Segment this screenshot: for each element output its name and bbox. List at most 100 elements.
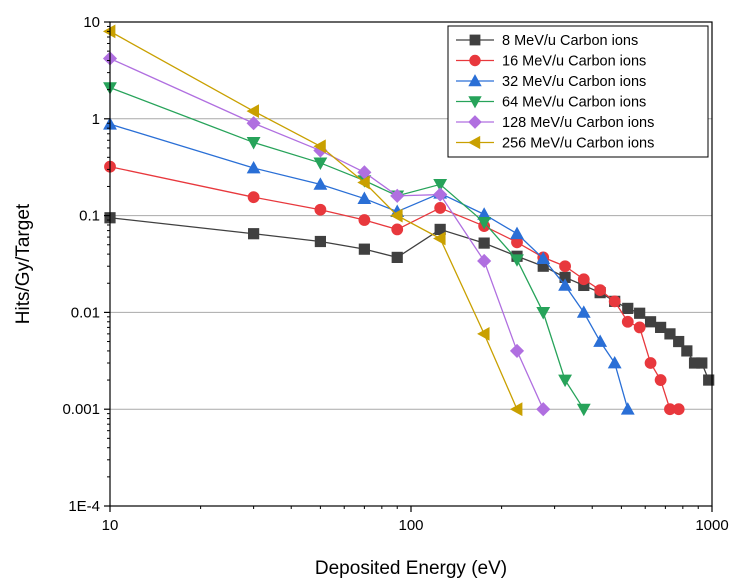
- y-tick-label: 1: [92, 111, 100, 128]
- data-point: [536, 251, 551, 264]
- data-point: [510, 254, 524, 267]
- data-point: [391, 223, 404, 236]
- legend-label: 32 MeV/u Carbon ions: [502, 74, 646, 90]
- data-point: [246, 116, 261, 131]
- data-point: [559, 260, 571, 273]
- data-point: [593, 334, 608, 347]
- data-point: [634, 307, 646, 319]
- legend-marker: [468, 96, 482, 109]
- legend-marker: [469, 34, 481, 46]
- data-point: [358, 214, 371, 226]
- data-point: [477, 326, 490, 341]
- data-point: [672, 403, 685, 416]
- legend-label: 16 MeV/u Carbon ions: [502, 54, 646, 70]
- data-point: [594, 284, 607, 296]
- data-point: [313, 139, 326, 154]
- data-point: [433, 179, 448, 192]
- data-point: [314, 203, 327, 216]
- data-point: [509, 343, 525, 358]
- grid: [110, 118, 712, 410]
- data-point: [558, 374, 572, 388]
- legend-marker: [468, 135, 481, 150]
- data-point: [536, 402, 551, 417]
- series-1: [104, 212, 715, 386]
- data-point: [390, 188, 405, 203]
- x-tick-label: 1000: [695, 517, 728, 534]
- legend-item: 8 MeV/u Carbon ions: [456, 33, 638, 49]
- data-point: [607, 355, 622, 369]
- data-point: [621, 315, 634, 328]
- series-6: [102, 24, 523, 417]
- data-point: [433, 231, 446, 246]
- data-point: [654, 374, 667, 386]
- series-line: [109, 30, 518, 410]
- x-axis-title: Deposited Energy (eV): [315, 558, 507, 579]
- series-5: [102, 51, 551, 417]
- data-point: [576, 403, 591, 417]
- data-point: [633, 321, 646, 334]
- legend-item: 256 MeV/u Carbon ions: [456, 136, 654, 152]
- data-point: [644, 357, 657, 369]
- legend-item: 128 MeV/u Carbon ions: [456, 115, 654, 131]
- data-point: [703, 374, 715, 386]
- legend-label: 256 MeV/u Carbon ions: [502, 136, 654, 152]
- legend-marker: [468, 115, 482, 129]
- data-point: [246, 160, 261, 174]
- y-tick-label: 0.01: [71, 304, 100, 321]
- y-axis-title: Hits/Gy/Target: [13, 203, 34, 324]
- data-point: [434, 202, 447, 214]
- data-point: [696, 357, 708, 369]
- ticks: [104, 21, 713, 512]
- legend: 8 MeV/u Carbon ions 16 MeV/u Carbon ions 3…: [447, 25, 709, 158]
- y-tick-label: 1E-4: [68, 498, 100, 515]
- data-point: [246, 137, 261, 150]
- data-point: [433, 187, 448, 202]
- data-point: [477, 253, 492, 269]
- legend-item: 32 MeV/u Carbon ions: [456, 74, 646, 90]
- data-point: [681, 345, 693, 357]
- data-point: [644, 316, 657, 328]
- data-point: [664, 328, 676, 340]
- data-point: [478, 237, 490, 249]
- data-point: [608, 295, 621, 308]
- data-point: [246, 104, 260, 119]
- data-point: [247, 191, 260, 204]
- data-point: [577, 273, 590, 286]
- series-2: [104, 160, 685, 416]
- data-point: [536, 307, 551, 320]
- legend-label: 8 MeV/u Carbon ions: [502, 33, 638, 49]
- data-point: [313, 157, 328, 170]
- legend-box: [447, 25, 709, 158]
- x-tick-label: 100: [398, 517, 423, 534]
- data-point: [673, 335, 685, 348]
- data-point: [313, 177, 328, 190]
- y-tick-label: 0.001: [62, 401, 100, 418]
- data-point: [390, 208, 403, 223]
- series-line: [109, 123, 629, 410]
- data-point: [477, 217, 492, 230]
- legend-item: 16 MeV/u Carbon ions: [456, 54, 646, 70]
- data-point: [576, 305, 591, 318]
- legend-marker: [469, 54, 481, 67]
- legend-marker: [468, 74, 482, 87]
- series-line: [109, 166, 679, 410]
- data-point: [510, 226, 524, 240]
- legend-label: 128 MeV/u Carbon ions: [502, 115, 654, 131]
- data-point: [558, 278, 572, 291]
- y-tick-label: 10: [83, 14, 100, 31]
- data-point: [314, 235, 326, 248]
- data-point: [357, 175, 370, 190]
- series-3: [103, 117, 635, 415]
- data-point: [357, 191, 372, 204]
- y-tick-label: 0.1: [79, 208, 100, 225]
- data-point: [358, 243, 370, 255]
- data-point: [655, 321, 667, 333]
- data-point: [391, 251, 403, 263]
- data-point: [248, 228, 260, 240]
- x-tick-label: 10: [102, 517, 119, 534]
- data-point: [509, 402, 523, 417]
- data-point: [622, 302, 634, 314]
- legend-label: 64 MeV/u Carbon ions: [502, 95, 646, 111]
